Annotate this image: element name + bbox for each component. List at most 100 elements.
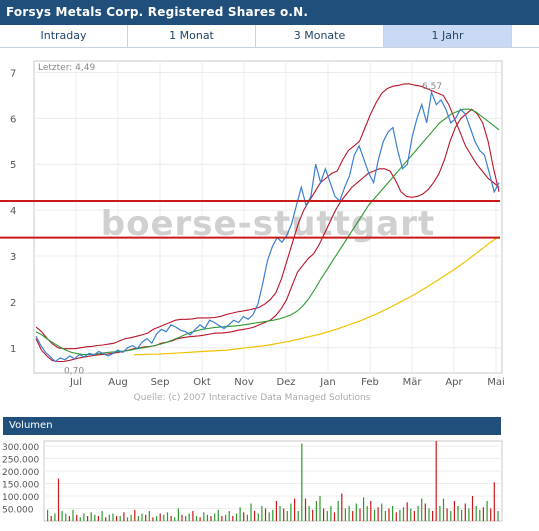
tab-intraday[interactable]: Intraday [0,25,128,47]
volume-bar [217,509,219,522]
volume-bar [326,511,328,521]
volume-y-tick-label: 50.000 [2,506,34,516]
volume-bar [68,516,70,521]
volume-bar [203,512,205,522]
y-tick-label: 2 [10,298,16,309]
volume-bar [399,509,401,522]
volume-bar [323,508,325,521]
volume-bar [97,516,99,521]
source-label: Quelle: (c) 2007 Interactive Data Manage… [134,393,371,403]
volume-bar [101,511,103,521]
volume-bar [87,516,89,521]
volume-bar [312,509,314,522]
volume-bar [337,501,339,521]
volume-bar [119,516,121,521]
volume-bar [366,506,368,521]
volume-bar [348,506,350,521]
x-tick-label: Okt [193,377,211,388]
volume-bar [370,501,372,521]
volume-bar [156,516,158,521]
volume-bar [479,509,481,522]
volume-bar [294,498,296,521]
volume-bar [185,516,187,521]
volume-bar [363,497,365,522]
min-label: 0,70 [64,367,84,377]
y-tick-label: 6 [10,114,16,125]
x-tick-label: Mai [487,377,505,388]
volume-bar [261,506,263,521]
volume-bar [424,503,426,521]
volume-chart: 50.000 100.000 150.000 200.000 250.000 300.00… [0,435,539,527]
volume-bar [446,508,448,521]
volume-bar [402,507,405,522]
volume-bar [112,513,114,521]
volume-bar [490,508,492,521]
page-title: Forsys Metals Corp. Registered Shares o.… [0,0,539,25]
volume-bar [417,506,419,521]
max-label: 6,57 [422,82,442,92]
volume-bar [283,508,285,521]
volume-bar [497,511,499,521]
volume-bar [257,513,259,521]
volume-y-tick-label: 150.000 [2,481,39,491]
volume-bar [199,517,201,522]
volume-bar [268,512,270,522]
series-ma-short [35,108,500,356]
volume-bar [94,514,96,522]
volume-bar [410,508,412,521]
tab-1-jahr[interactable]: 1 Jahr [384,25,512,47]
volume-bar [141,513,143,521]
volume-bar [435,441,437,521]
volume-bar [76,514,78,522]
volume-bar [355,503,357,521]
volume-bar [359,508,361,521]
volume-bar [243,512,245,522]
volume-bar [232,516,234,521]
volume-bar [192,511,194,521]
volume-y-tick-label: 300.000 [2,443,39,453]
last-price-label: Letzter: 4,49 [38,63,95,73]
volume-bar [210,516,212,521]
volume-bar [333,512,336,522]
volume-bar [450,511,452,521]
tab-3-monate[interactable]: 3 Monate [256,25,384,47]
volume-bar [206,514,208,522]
volume-bar [428,508,430,521]
volume-bar [159,513,161,521]
volume-bar [315,501,317,521]
volume-bar [377,507,379,522]
volume-bar [145,514,147,522]
volume-bar [108,514,110,522]
volume-bar [72,509,74,522]
volume-bar [439,506,441,521]
volume-bar [254,511,256,521]
volume-bar [65,513,67,521]
x-tick-label: Dez [276,377,295,388]
volume-bar [181,514,183,522]
y-tick-label: 7 [10,68,16,79]
tab-1-monat[interactable]: 1 Monat [128,25,256,47]
volume-bar [264,508,267,521]
volume-bar [330,506,332,521]
volume-bar [166,512,169,522]
volume-bar [297,511,299,521]
y-tick-label: 3 [10,252,16,263]
volume-bar [482,507,484,522]
volume-bar [152,517,154,522]
volume-bar [493,482,495,522]
volume-bar [421,498,423,521]
x-tick-label: Jan [319,377,335,388]
volume-bar [235,513,238,521]
x-tick-label: Nov [234,377,254,388]
volume-bar [432,511,434,521]
volume-bar [286,511,288,521]
series-ma-long [134,236,500,356]
volume-bar [54,513,56,521]
volume-bar [301,443,303,521]
volume-bar [195,516,198,521]
volume-bar [308,506,310,521]
volume-bar [319,496,321,521]
volume-bar [90,512,92,522]
volume-y-tick-label: 250.000 [2,456,39,466]
volume-y-tick-label: 200.000 [2,468,39,478]
